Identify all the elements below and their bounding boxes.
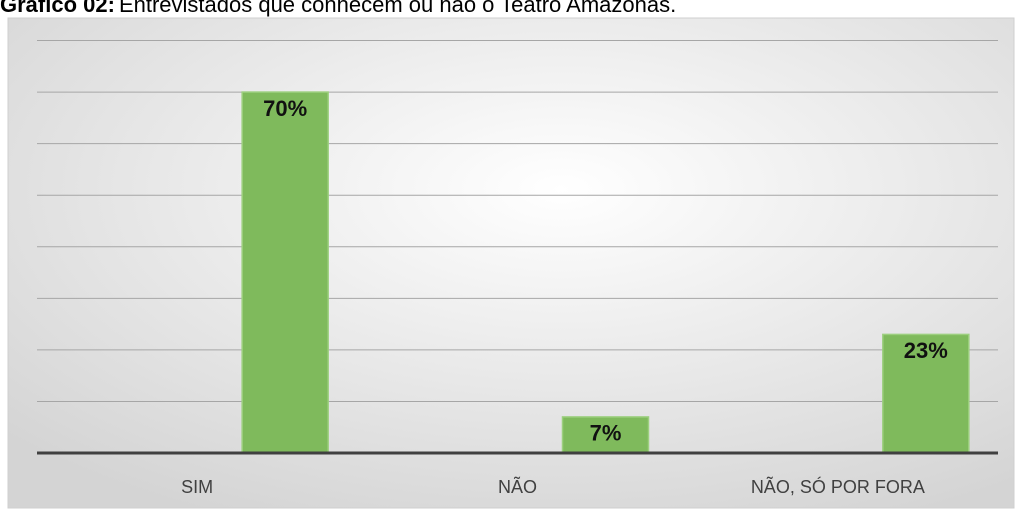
- bar: [561, 416, 650, 454]
- x-tick-label: NÃO, SÓ POR FORA: [751, 476, 925, 497]
- bar: [241, 91, 329, 454]
- title-label: Gráfico 02:: [0, 0, 115, 17]
- x-tick-label: NÃO: [498, 476, 537, 497]
- x-tick-label: SIM: [181, 477, 213, 497]
- data-label: 23%: [904, 338, 948, 363]
- title-text: Entrevistados que conhecem ou não o Teat…: [119, 0, 676, 17]
- chart-title: Gráfico 02: Entrevistados que conhecem ou…: [0, 0, 676, 17]
- data-label: 70%: [263, 96, 307, 121]
- chart-area: [7, 17, 1015, 509]
- data-label: 7%: [590, 421, 622, 446]
